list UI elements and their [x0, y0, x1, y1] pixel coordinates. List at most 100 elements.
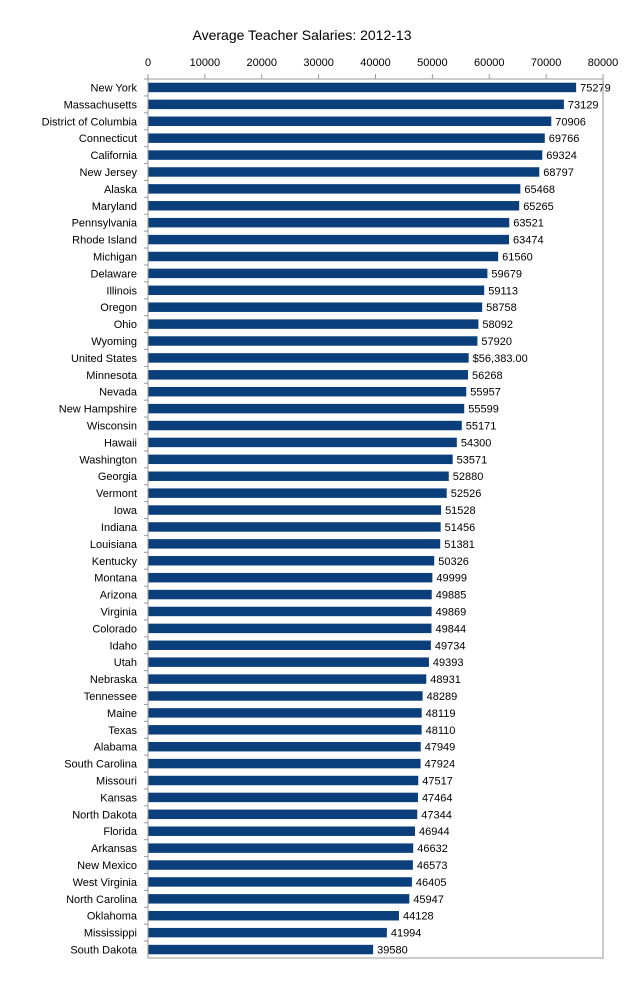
bar [148, 843, 414, 853]
category-label: District of Columbia [42, 116, 138, 128]
category-label: Delaware [91, 268, 137, 280]
bar [148, 860, 413, 870]
bar [148, 319, 479, 329]
bar [148, 437, 457, 448]
x-tick-label: 70000 [531, 57, 562, 69]
category-label: Colorado [92, 623, 137, 635]
data-label: 46573 [417, 860, 448, 872]
category-label: Kentucky [92, 556, 138, 568]
data-label: 47344 [421, 809, 452, 821]
category-label: Illinois [106, 285, 137, 297]
bar [148, 336, 478, 346]
x-tick-label: 80000 [588, 57, 619, 69]
data-label: 57920 [481, 336, 512, 348]
category-label: Maryland [92, 201, 137, 213]
category-label: North Dakota [72, 809, 138, 821]
category-label: Alabama [94, 742, 138, 754]
category-label: Pennsylvania [72, 218, 138, 230]
category-label: Rhode Island [72, 235, 137, 247]
bar [148, 184, 521, 194]
bar [148, 234, 510, 245]
data-label: 75279 [580, 82, 611, 94]
data-label: 73129 [568, 99, 599, 111]
x-axis: 0 10000 20000 30000 40000 50000 60000 70000 8000… [145, 57, 618, 79]
category-label: Washington [79, 454, 137, 466]
bar [148, 370, 469, 380]
data-label: 48289 [427, 691, 458, 703]
category-label: Arkansas [91, 843, 137, 855]
bar [148, 133, 545, 143]
data-label: 39580 [377, 945, 408, 957]
category-label: Alaska [104, 184, 138, 196]
bar [148, 353, 469, 363]
bar [148, 251, 499, 262]
category-label: New York [91, 82, 138, 94]
data-label: 49885 [436, 590, 467, 602]
category-label: Connecticut [79, 133, 137, 145]
data-label: 56268 [472, 370, 503, 382]
category-label: United States [71, 353, 138, 365]
data-label: 58758 [486, 302, 517, 314]
bar [148, 708, 422, 718]
category-label: Ohio [114, 319, 137, 331]
category-label: New Mexico [77, 860, 137, 872]
bar [148, 894, 410, 904]
bar [148, 606, 432, 617]
category-label: Texas [108, 725, 137, 737]
category-label: Tennessee [84, 691, 137, 703]
data-label: 68797 [543, 167, 574, 179]
bar [148, 150, 543, 160]
category-label: Massachusetts [64, 99, 138, 111]
x-tick-label: 30000 [303, 57, 334, 69]
data-label: 50326 [438, 556, 469, 568]
data-label: 51456 [445, 522, 476, 534]
bar [148, 674, 427, 684]
category-label: Indiana [101, 522, 138, 534]
category-label: Vermont [96, 488, 137, 500]
bar [148, 589, 432, 600]
bar [148, 454, 453, 465]
bar [148, 572, 433, 583]
category-label: Louisiana [90, 539, 138, 551]
data-label: 47464 [422, 792, 453, 804]
category-label: Georgia [98, 471, 138, 483]
bar [148, 640, 431, 651]
category-label: Missouri [96, 776, 137, 788]
data-label: 47924 [425, 759, 456, 771]
bar [148, 775, 419, 786]
x-tick-label: 50000 [417, 57, 448, 69]
bar [148, 167, 540, 177]
category-label: Hawaii [104, 437, 137, 449]
category-label: Kansas [100, 792, 137, 804]
bar [148, 268, 488, 279]
data-label: 55171 [466, 421, 497, 433]
bar [148, 302, 483, 312]
bar [148, 741, 421, 752]
category-label: Wisconsin [87, 421, 137, 433]
data-label: 45947 [413, 894, 444, 906]
bar [148, 285, 485, 296]
data-label: 52526 [451, 488, 482, 500]
bar [148, 725, 422, 735]
data-label: 48110 [426, 725, 456, 737]
bar [148, 792, 418, 803]
data-label: 55599 [468, 404, 499, 416]
data-label: 46405 [416, 877, 447, 889]
bar [148, 386, 467, 397]
bar [148, 420, 462, 431]
data-label: 63474 [513, 235, 544, 247]
bar [148, 82, 577, 93]
category-label: South Carolina [64, 759, 138, 771]
bar [148, 758, 421, 769]
bar [148, 522, 441, 532]
category-label: California [91, 150, 138, 162]
category-label: West Virginia [73, 877, 138, 889]
category-label: Wyoming [91, 336, 137, 348]
category-label: Idaho [109, 640, 137, 652]
bar [148, 809, 418, 820]
data-label: 52880 [453, 471, 484, 483]
category-label: Oklahoma [87, 911, 138, 923]
data-label: 65265 [523, 201, 554, 213]
bar [148, 201, 520, 211]
data-label: 48931 [430, 674, 461, 686]
